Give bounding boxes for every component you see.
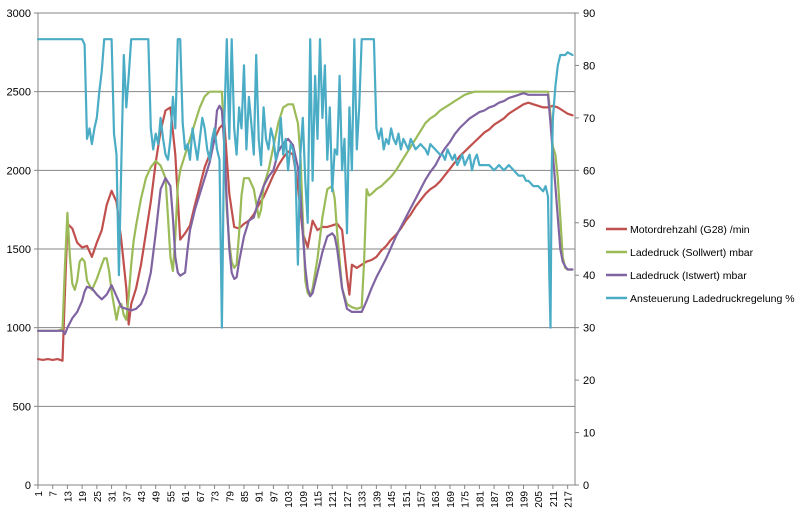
y-left-tick-label: 1000 [7,323,31,335]
x-tick-label: 49 [152,491,163,503]
y-left-tick-label: 3000 [7,8,31,20]
x-tick-label: 157 [417,491,428,508]
y-right-tick-label: 0 [583,480,589,492]
y-left-tick-label: 1500 [7,244,31,256]
x-tick-label: 181 [475,491,486,508]
y-left-tick-label: 0 [25,480,31,492]
x-tick-label: 217 [564,491,575,508]
series-line-2 [36,90,574,332]
x-tick-label: 25 [93,491,104,503]
y-right-tick-label: 50 [583,218,595,230]
axes: 0 500 1000 1500 2000 2500 3000 0 10 20 30 40 50 60 70 8… [7,8,596,508]
x-tick-label: 145 [387,491,398,508]
x-tick-label: 73 [211,491,222,503]
legend: Motordrehzahl (G28) /min Ladedruck (Sollw… [606,224,795,305]
x-tick-label: 193 [505,491,516,508]
x-tick-label: 79 [225,491,236,503]
x-tick-label: 127 [343,491,354,508]
x-tick-label: 163 [431,491,442,508]
y-right-tick-label: 40 [583,270,595,282]
x-tick-label: 151 [402,491,413,508]
y-right-tick-label: 80 [583,60,595,72]
y-left-tick-label: 500 [13,401,31,413]
y-right-tick-label: 20 [583,375,595,387]
x-tick-label: 13 [63,491,74,503]
x-tick-label: 187 [490,491,501,508]
legend-label-4: Ansteuerung Ladedruckregelung % [630,293,795,305]
x-tick-label: 133 [358,491,369,508]
x-tick-label: 139 [372,491,383,508]
x-tick-label: 1 [34,491,45,497]
series-group [36,38,574,362]
y-right-tick-label: 30 [583,323,595,335]
x-tick-label: 211 [549,491,560,507]
x-tick-label: 175 [461,491,472,508]
y-right-tick-label: 70 [583,113,595,125]
legend-label-3: Ladedruck (Istwert) mbar [630,270,747,282]
y-right-tick-label: 90 [583,8,595,20]
x-tick-label: 121 [328,491,339,508]
legend-label-1: Motordrehzahl (G28) /min [630,224,750,236]
y-left-tick-label: 2500 [7,87,31,99]
x-tick-label: 91 [255,491,266,503]
x-tick-label: 7 [49,491,60,497]
x-tick-label: 115 [314,491,325,507]
x-tick-label: 205 [534,491,545,508]
y-right-tick-label: 10 [583,428,595,440]
x-tick-label: 37 [122,491,133,503]
x-tick-label: 103 [284,491,295,508]
x-tick-label: 67 [196,491,207,503]
x-tick-label: 61 [181,491,192,503]
x-tick-label: 109 [299,491,310,508]
series-line-4 [36,38,574,329]
x-tick-label: 43 [137,491,148,503]
y-left-tick-label: 2000 [7,165,31,177]
x-tick-label: 169 [446,491,457,508]
x-tick-label: 55 [166,491,177,503]
y-right-tick-label: 60 [583,165,595,177]
x-tick-label: 199 [520,491,531,508]
x-tick-label: 19 [78,491,89,503]
x-tick-label: 31 [108,491,119,503]
legend-label-2: Ladedruck (Sollwert) mbar [630,247,754,259]
series-line-3 [36,92,574,336]
x-tick-label: 85 [240,491,251,503]
x-tick-label: 97 [269,491,280,503]
